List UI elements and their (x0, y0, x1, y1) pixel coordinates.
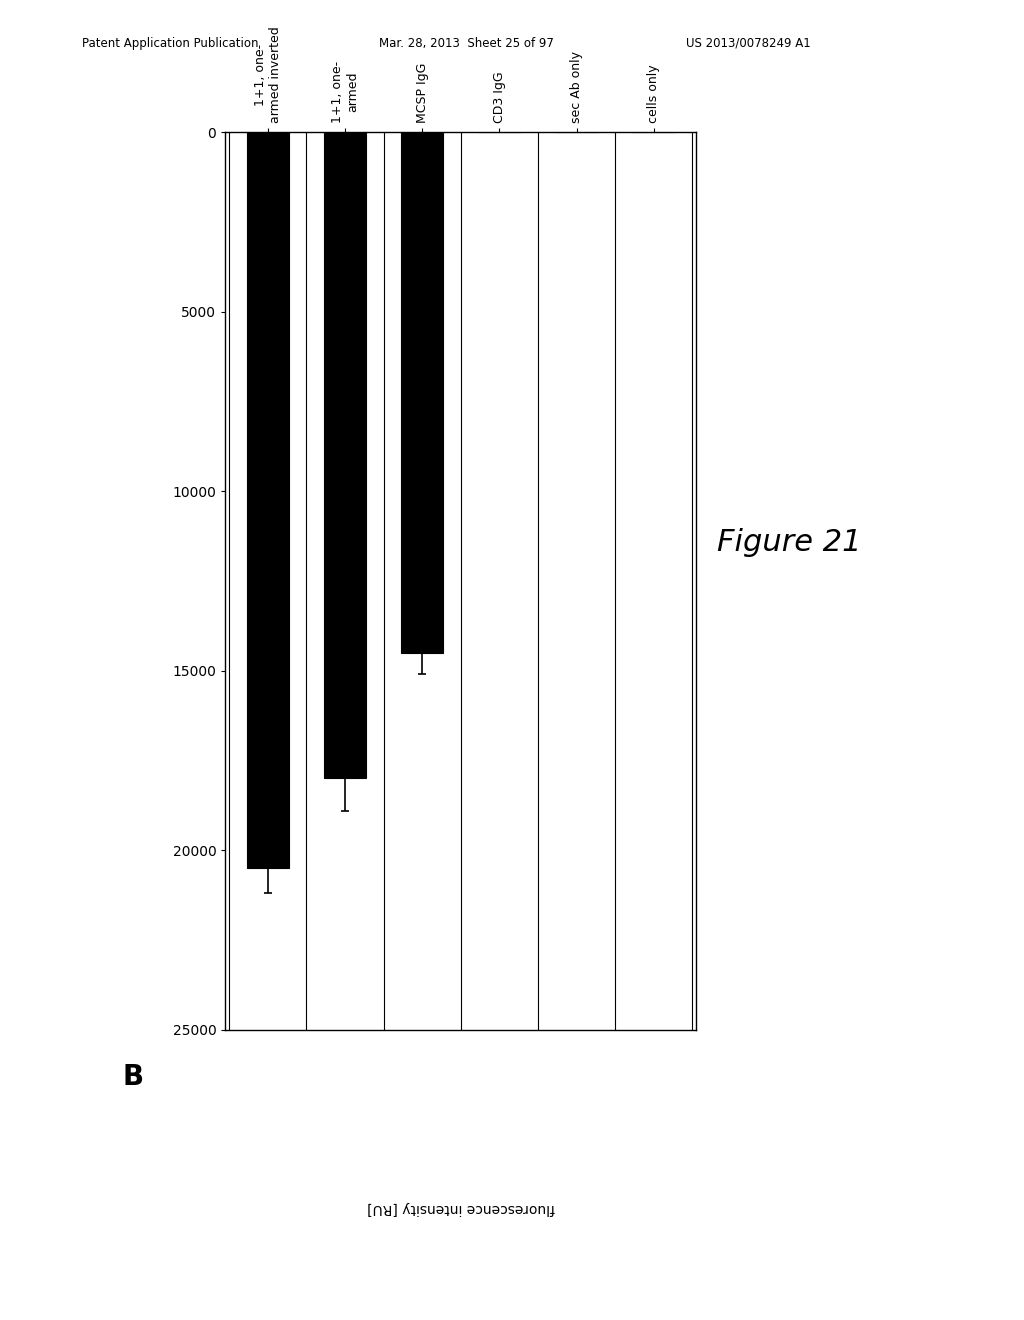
Text: B: B (123, 1063, 144, 1090)
Text: Patent Application Publication: Patent Application Publication (82, 37, 258, 50)
Text: Figure 21: Figure 21 (717, 528, 861, 557)
Text: US 2013/0078249 A1: US 2013/0078249 A1 (686, 37, 811, 50)
Bar (401, 132, 443, 652)
Text: fluorescence intensity [RU]: fluorescence intensity [RU] (367, 1201, 555, 1216)
Text: Mar. 28, 2013  Sheet 25 of 97: Mar. 28, 2013 Sheet 25 of 97 (379, 37, 554, 50)
Bar (324, 132, 367, 779)
Bar (247, 132, 289, 869)
